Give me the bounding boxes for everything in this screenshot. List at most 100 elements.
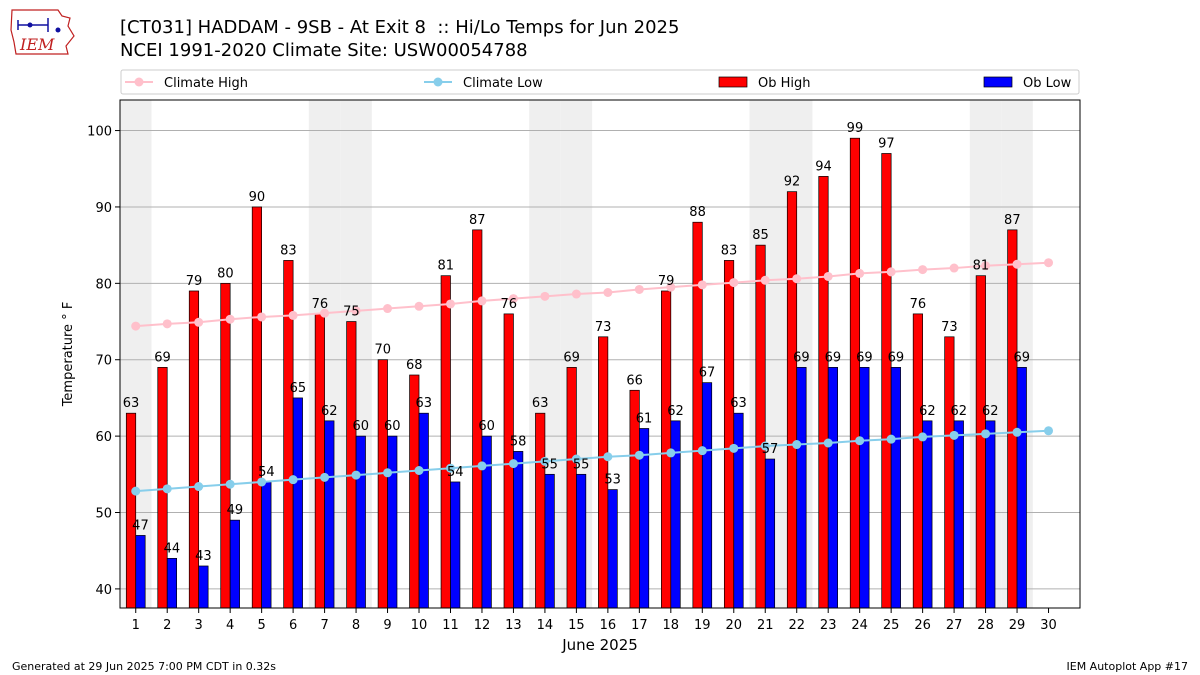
climate-low-point-day-24 <box>855 436 865 446</box>
climate-high-point-day-21 <box>760 275 770 285</box>
climate-lines <box>131 258 1054 496</box>
ob-low-bar-day-14 <box>544 473 555 609</box>
climate-high-point-day-15 <box>571 289 581 299</box>
ob-low-bar-day-10 <box>418 412 429 609</box>
climate-low-point-day-7 <box>320 472 330 482</box>
x-tick-label-12: 12 <box>474 618 491 633</box>
iem-logo: IEM <box>10 9 75 55</box>
ob-low-label-day-16: 53 <box>604 473 621 488</box>
ob-low-bar-day-7 <box>324 420 335 609</box>
x-tick-label-16: 16 <box>600 618 617 633</box>
legend-ob-high-swatch <box>718 76 748 88</box>
ob-high-label-day-2: 69 <box>154 350 171 365</box>
ob-high-label-day-18: 79 <box>658 274 675 289</box>
ob-low-bar-day-16 <box>607 489 618 609</box>
ob-low-bar-day-6 <box>292 397 303 609</box>
ob-low-label-day-28: 62 <box>982 404 999 419</box>
legend-box <box>120 69 1080 95</box>
climate-low-line <box>135 429 1049 493</box>
x-tick-label-29: 29 <box>1009 618 1026 633</box>
ob-high-label-day-8: 75 <box>343 305 360 320</box>
x-tick-label-20: 20 <box>725 618 742 633</box>
climate-high-point-day-28 <box>981 261 991 271</box>
x-tick-label-22: 22 <box>788 618 805 633</box>
legend-ob-low-text: Ob Low <box>1023 76 1072 91</box>
ob-low-bar-day-23 <box>827 367 838 609</box>
climate-high-point-day-19 <box>697 280 707 290</box>
ob-high-bar-day-23 <box>818 176 829 609</box>
ob-high-bar-day-4 <box>220 282 231 609</box>
ob-low-label-day-15: 55 <box>573 457 590 472</box>
ob-high-label-day-29: 87 <box>1004 213 1021 228</box>
ob-high-label-day-11: 81 <box>437 259 454 274</box>
x-tick-label-11: 11 <box>442 618 459 633</box>
climate-low-point-day-25 <box>886 434 896 444</box>
x-tick-label-1: 1 <box>132 618 140 633</box>
ob-low-bar-day-26 <box>922 420 933 609</box>
climate-high-point-day-12 <box>477 296 487 306</box>
climate-low-point-day-18 <box>666 448 676 458</box>
ob-high-label-day-22: 92 <box>784 175 801 190</box>
climate-low-point-day-14 <box>540 456 550 466</box>
climate-low-point-day-12 <box>477 461 487 471</box>
ob-low-label-day-14: 55 <box>541 457 558 472</box>
climate-high-point-day-11 <box>445 299 455 309</box>
y-tick-label-50: 50 <box>95 507 112 522</box>
ob-high-label-day-25: 97 <box>878 136 895 151</box>
y-tick-label-60: 60 <box>95 430 112 445</box>
climate-low-point-day-22 <box>792 440 802 450</box>
ob-high-bar-day-7 <box>314 313 325 609</box>
chart-title: [CT031] HADDAM - 9SB - At Exit 8 :: Hi/L… <box>120 17 680 38</box>
climate-low-point-day-21 <box>760 441 770 451</box>
data-labels: 63 69 79 80 90 83 76 75 70 68 81 87 76 63 69 73 66 79 88 83… <box>123 121 1030 564</box>
climate-high-point-day-6 <box>288 310 298 320</box>
ob-low-label-day-1: 47 <box>132 518 149 533</box>
climate-high-point-day-25 <box>886 267 896 277</box>
climate-high-line <box>135 261 1049 328</box>
climate-low-point-day-19 <box>697 446 707 456</box>
ob-low-label-day-2: 44 <box>164 541 181 556</box>
x-tick-label-3: 3 <box>195 618 203 633</box>
ob-low-label-day-8: 60 <box>353 419 370 434</box>
legend-climate-low-text: Climate Low <box>463 76 543 91</box>
legend: Climate High Climate Low Ob High Ob Low <box>120 69 1080 95</box>
x-tick-label-24: 24 <box>851 618 868 633</box>
climate-high-point-day-17 <box>634 284 644 294</box>
ob-low-bar-day-21 <box>764 458 776 609</box>
ob-low-bar-day-13 <box>513 451 524 609</box>
ob-high-label-day-9: 70 <box>375 343 392 358</box>
climate-high-point-day-1 <box>131 321 141 331</box>
ob-low-bar-day-25 <box>890 367 901 609</box>
climate-low-point-day-28 <box>981 429 991 439</box>
climate-low-point-day-9 <box>383 468 393 478</box>
ob-low-bar-day-5 <box>261 481 272 609</box>
climate-low-point-day-23 <box>823 438 833 448</box>
x-tick-label-2: 2 <box>163 618 171 633</box>
ob-low-label-day-3: 43 <box>195 549 212 564</box>
climate-high-point-day-27 <box>949 263 959 273</box>
climate-high-point-day-3 <box>194 317 204 327</box>
climate-high-point-day-18 <box>666 282 676 292</box>
x-tick-label-26: 26 <box>914 618 931 633</box>
app-credit: IEM Autoplot App #17 <box>1066 660 1189 673</box>
ob-low-label-day-4: 49 <box>227 503 244 518</box>
ob-low-bar-day-15 <box>576 473 587 609</box>
ob-low-bar-day-8 <box>355 435 366 609</box>
x-tick-label-10: 10 <box>411 618 428 633</box>
climate-low-point-day-8 <box>351 470 361 480</box>
x-tick-label-23: 23 <box>820 618 837 633</box>
climate-low-point-day-27 <box>949 430 959 440</box>
ob-high-label-day-20: 83 <box>721 243 738 258</box>
y-tick-label-90: 90 <box>95 201 112 216</box>
x-tick-label-5: 5 <box>257 618 265 633</box>
x-tick-label-13: 13 <box>505 618 522 633</box>
y-tick-label-80: 80 <box>95 277 112 292</box>
ob-high-bar-day-29 <box>1007 229 1018 609</box>
legend-ob-low-swatch <box>983 76 1013 88</box>
climate-low-point-day-4 <box>225 479 235 489</box>
ob-high-label-day-19: 88 <box>689 205 706 220</box>
climate-high-point-day-26 <box>918 265 928 275</box>
ob-low-label-day-18: 62 <box>667 404 684 419</box>
ob-low-label-day-7: 62 <box>321 404 338 419</box>
climate-low-point-day-20 <box>729 443 739 453</box>
